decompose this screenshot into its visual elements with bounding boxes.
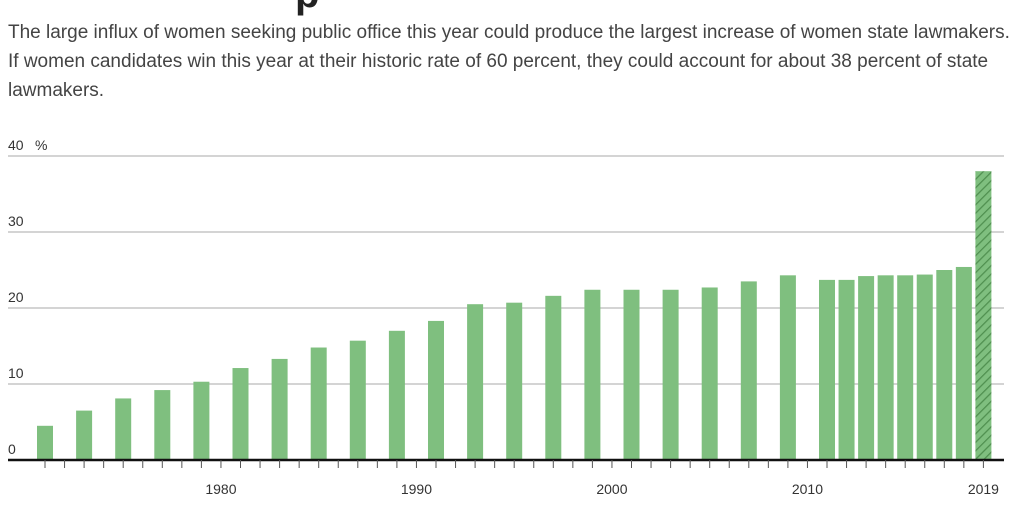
- bar: [779, 275, 796, 460]
- bar: [271, 358, 288, 460]
- bar: [838, 279, 855, 460]
- bar: [936, 270, 953, 460]
- bar: [877, 275, 894, 460]
- x-tick-label: 1980: [205, 481, 236, 497]
- x-tick-label: 2010: [792, 481, 823, 497]
- bar: [115, 398, 132, 460]
- bar: [310, 347, 327, 460]
- bar: [388, 330, 405, 460]
- bar: [154, 390, 171, 460]
- y-axis-unit-label: %: [35, 137, 47, 153]
- x-tick-label: 2000: [596, 481, 627, 497]
- bar: [955, 266, 972, 460]
- bar: [897, 275, 914, 460]
- y-tick-label: 0: [8, 441, 16, 457]
- bar: [584, 289, 601, 460]
- bar: [740, 281, 757, 460]
- bars: [37, 171, 992, 460]
- x-axis: 1980 1990 2000 2010 2019: [8, 458, 1004, 497]
- bar: [76, 410, 93, 460]
- title-fragment: p: [0, 0, 1024, 22]
- gridlines: 0 10 20 30 40%: [8, 137, 1004, 457]
- projected-bar: [975, 171, 992, 460]
- y-tick-label: 30: [8, 213, 24, 229]
- bar: [916, 274, 933, 460]
- bar: [545, 295, 562, 460]
- y-tick-label: 10: [8, 365, 24, 381]
- bar: [349, 340, 366, 460]
- y-tick-label: 20: [8, 289, 24, 305]
- bar: [467, 304, 484, 460]
- bar: [819, 279, 835, 460]
- title-fragment-text: p: [295, 0, 319, 14]
- x-tick-label: 2019: [968, 481, 999, 497]
- y-tick-label: 40: [8, 137, 24, 153]
- bar: [623, 289, 640, 460]
- chart-subtitle: The large influx of women seeking public…: [8, 22, 1010, 101]
- bar: [37, 425, 53, 460]
- bar: [701, 287, 718, 460]
- bar: [232, 368, 249, 460]
- bar: [428, 320, 444, 460]
- bar: [858, 276, 875, 460]
- bar: [193, 381, 210, 460]
- bar: [506, 302, 523, 460]
- x-tick-label: 1990: [401, 481, 432, 497]
- bar: [662, 289, 679, 460]
